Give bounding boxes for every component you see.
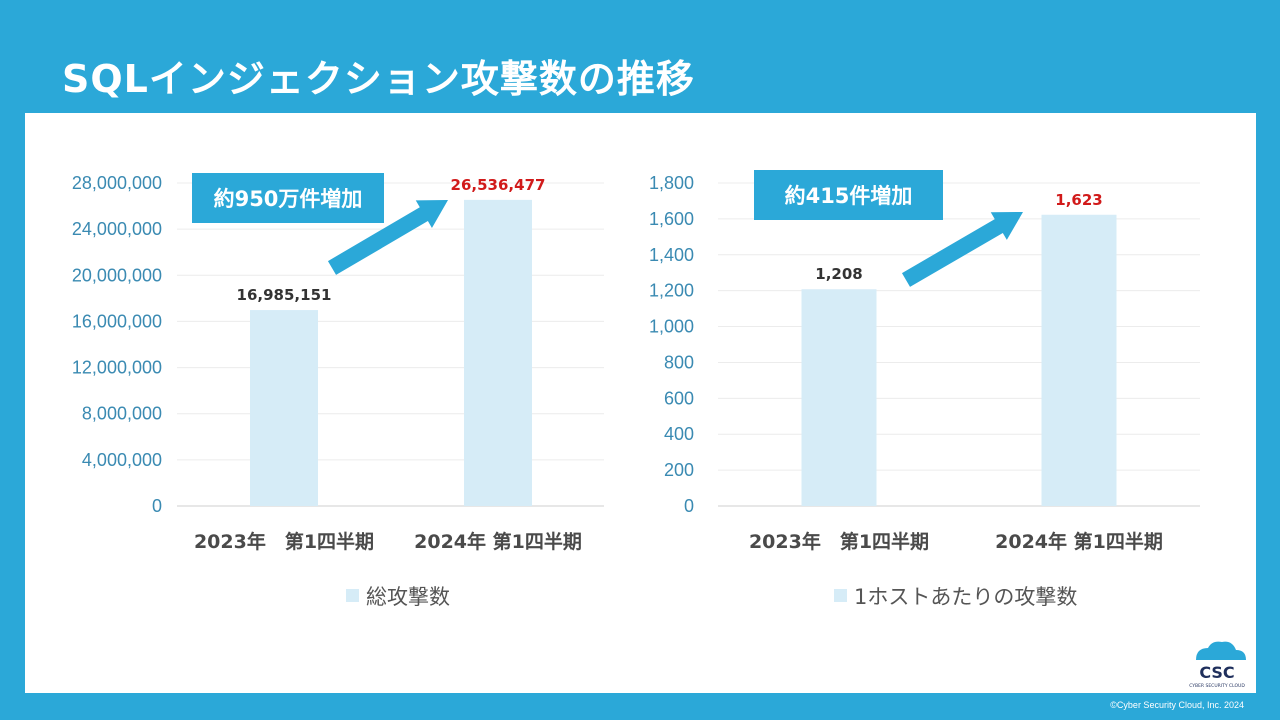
bar [464,199,532,506]
y-tick-label: 28,000,000 [72,173,162,193]
y-tick-label: 1,000 [649,317,694,337]
y-tick-label: 600 [664,388,694,408]
legend-label: 総攻撃数 [366,585,450,609]
y-tick-label: 0 [684,496,694,516]
trend-arrow [901,212,1023,287]
category-label: 2023年 第1四半期 [194,530,374,553]
y-tick-label: 1,200 [649,281,694,301]
legend-swatch [834,589,847,602]
bar [250,310,318,506]
copyright: ©Cyber Security Cloud, Inc. 2024 [1110,700,1244,710]
y-tick-label: 24,000,000 [72,219,162,239]
y-tick-label: 1,800 [649,173,694,193]
data-label: 26,536,477 [451,176,546,194]
y-tick-label: 12,000,000 [72,358,162,378]
y-tick-label: 16,000,000 [72,311,162,331]
logo-text: CSC [1199,663,1234,682]
data-label: 16,985,151 [237,286,332,304]
data-label: 1,623 [1055,191,1102,209]
legend-label: 1ホストあたりの攻撃数 [854,585,1077,609]
y-tick-label: 1,600 [649,209,694,229]
slide-title: SQLインジェクション攻撃数の推移 [62,57,695,101]
bar [801,289,877,506]
csc-logo: CSC CYBER SECURITY CLOUD [1189,641,1246,689]
callout-left: 約950万件増加 [192,173,384,223]
y-tick-label: 0 [152,496,162,516]
trend-arrow [327,200,448,275]
y-tick-label: 200 [664,460,694,480]
y-tick-label: 800 [664,352,694,372]
y-tick-label: 400 [664,424,694,444]
category-label: 2023年 第1四半期 [749,530,929,553]
callout-right: 約415件増加 [754,170,943,220]
y-tick-label: 1,400 [649,245,694,265]
logo-subtext: CYBER SECURITY CLOUD [1189,683,1245,689]
data-label: 1,208 [815,265,862,283]
legend-swatch [346,589,359,602]
y-tick-label: 4,000,000 [82,450,162,470]
category-label: 2024年 第1四半期 [995,530,1163,553]
y-tick-label: 8,000,000 [82,404,162,424]
category-label: 2024年 第1四半期 [414,530,582,553]
bar [1041,214,1117,507]
y-tick-label: 20,000,000 [72,265,162,285]
